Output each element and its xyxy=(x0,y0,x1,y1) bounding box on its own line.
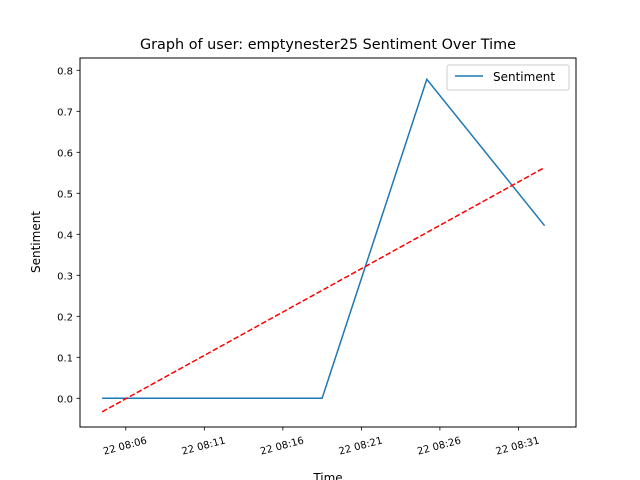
x-tick-label: 22 08:31 xyxy=(495,435,541,457)
x-tick-label: 22 08:06 xyxy=(102,435,148,457)
x-axis-label: Time xyxy=(312,471,342,480)
x-tick-label: 22 08:11 xyxy=(181,435,227,457)
y-tick-label: 0.5 xyxy=(57,189,73,200)
x-tick-label: 22 08:26 xyxy=(416,435,462,457)
legend-box xyxy=(446,64,570,91)
y-tick-label: 0.7 xyxy=(57,107,73,118)
legend: Sentiment xyxy=(446,64,570,91)
y-axis-label: Sentiment xyxy=(29,211,43,273)
y-tick-label: 0.6 xyxy=(57,148,73,159)
legend-label-sentiment: Sentiment xyxy=(493,70,555,84)
plot-area: 0.0 0.1 0.2 0.3 0.4 0.5 0.6 0.7 0.8 22 08:06 22 08… xyxy=(57,66,546,458)
x-tick-label: 22 08:21 xyxy=(338,435,384,457)
y-tick-label: 0.4 xyxy=(57,230,73,241)
y-tick-label: 0.0 xyxy=(57,394,73,405)
trend-line xyxy=(101,166,545,413)
y-tick-label: 0.1 xyxy=(57,353,73,364)
axes-frame xyxy=(79,57,577,428)
series-line-sentiment xyxy=(102,77,546,400)
chart-title: Graph of user: emptynester25 Sentiment O… xyxy=(140,37,516,53)
y-tick-label: 0.8 xyxy=(57,66,73,77)
y-tick-label: 0.2 xyxy=(57,312,73,323)
y-tick-label: 0.3 xyxy=(57,271,73,282)
x-tick-label: 22 08:16 xyxy=(259,435,305,457)
